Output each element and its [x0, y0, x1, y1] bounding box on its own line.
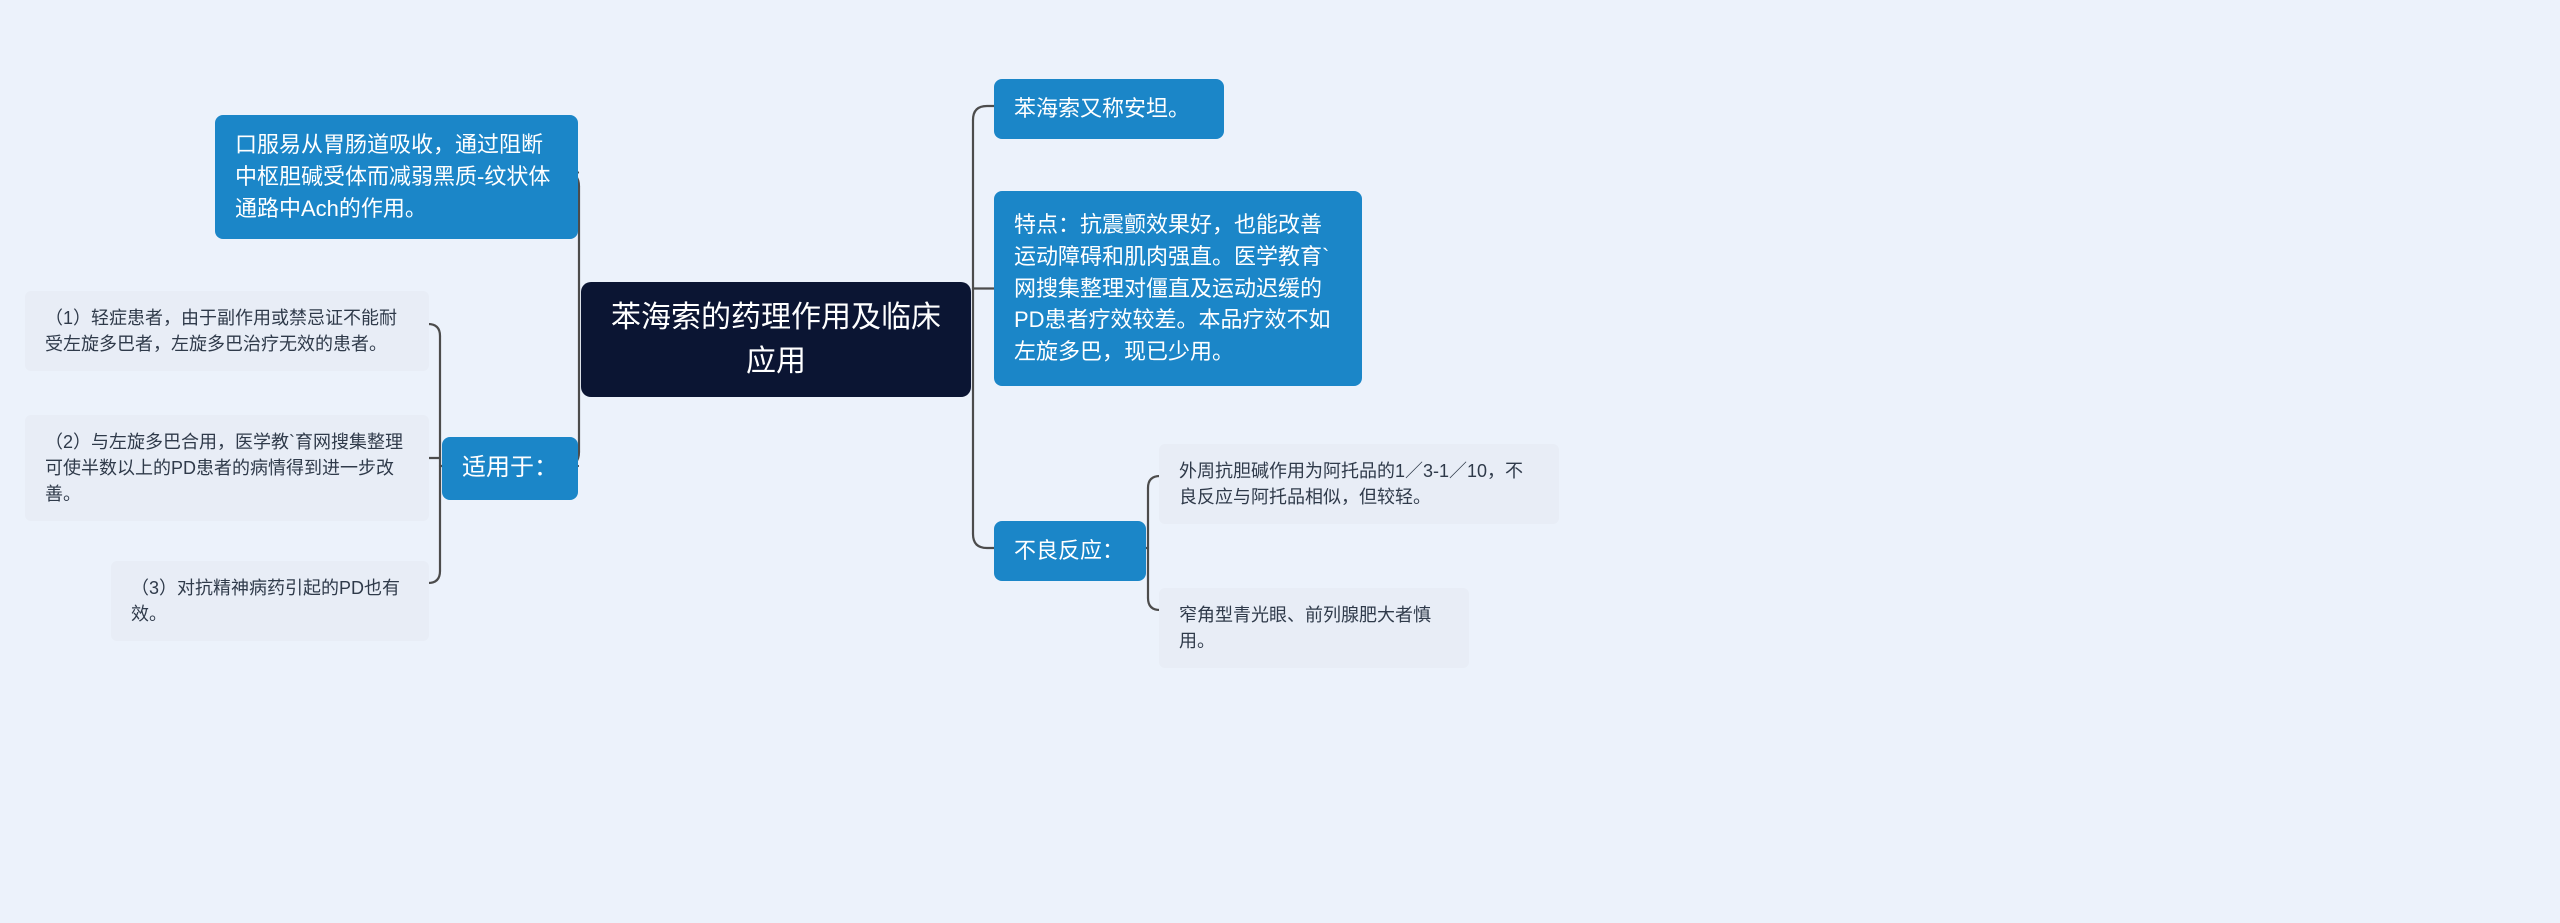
node-text: （1）轻症患者，由于副作用或禁忌证不能耐受左旋多巴者，左旋多巴治疗无效的患者。 — [45, 305, 409, 357]
node-text: 不良反应： — [1014, 535, 1124, 567]
node-r2: 特点：抗震颤效果好，也能改善运动障碍和肌肉强直。医学教育`网搜集整理对僵直及运动… — [994, 191, 1362, 386]
node-l1: 口服易从胃肠道吸收，通过阻断中枢胆碱受体而减弱黑质-纹状体通路中Ach的作用。 — [215, 115, 578, 239]
node-l2c: （3）对抗精神病药引起的PD也有效。 — [111, 561, 429, 641]
node-text: （2）与左旋多巴合用，医学教`育网搜集整理可使半数以上的PD患者的病情得到进一步… — [45, 429, 409, 507]
node-r3b: 窄角型青光眼、前列腺肥大者慎用。 — [1159, 588, 1469, 668]
node-text: 特点：抗震颤效果好，也能改善运动障碍和肌肉强直。医学教育`网搜集整理对僵直及运动… — [1014, 209, 1342, 368]
node-l2a: （1）轻症患者，由于副作用或禁忌证不能耐受左旋多巴者，左旋多巴治疗无效的患者。 — [25, 291, 429, 371]
node-text: 苯海索又称安坦。 — [1014, 93, 1190, 125]
node-text: （3）对抗精神病药引起的PD也有效。 — [131, 575, 409, 627]
node-text: 苯海索的药理作用及临床应用 — [601, 296, 951, 383]
node-text: 口服易从胃肠道吸收，通过阻断中枢胆碱受体而减弱黑质-纹状体通路中Ach的作用。 — [235, 129, 558, 225]
node-text: 窄角型青光眼、前列腺肥大者慎用。 — [1179, 602, 1449, 654]
node-r3a: 外周抗胆碱作用为阿托品的1／3-1／10，不良反应与阿托品相似，但较轻。 — [1159, 444, 1559, 524]
node-text: 适用于： — [462, 451, 558, 486]
node-r1: 苯海索又称安坦。 — [994, 79, 1224, 139]
node-r3: 不良反应： — [994, 521, 1146, 581]
node-text: 外周抗胆碱作用为阿托品的1／3-1／10，不良反应与阿托品相似，但较轻。 — [1179, 458, 1539, 510]
root-node: 苯海索的药理作用及临床应用 — [581, 282, 971, 397]
node-l2: 适用于： — [442, 437, 578, 500]
node-l2b: （2）与左旋多巴合用，医学教`育网搜集整理可使半数以上的PD患者的病情得到进一步… — [25, 415, 429, 521]
